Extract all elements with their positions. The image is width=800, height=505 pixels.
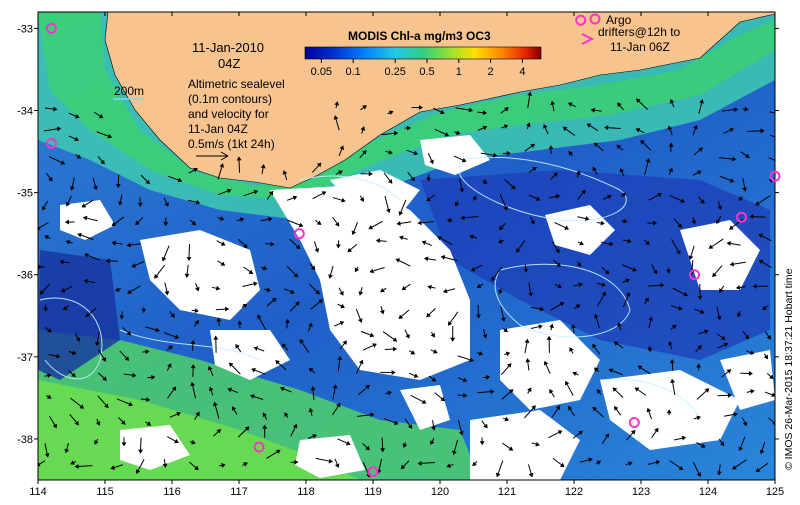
- lat-tick-label: -33: [17, 23, 33, 35]
- caption-line-1: Altimetric sealevel: [188, 77, 285, 91]
- lon-tick-label: 122: [565, 486, 583, 498]
- lon-tick-label: 118: [297, 486, 315, 498]
- isobath-label: 200m: [114, 84, 144, 98]
- credit-label: © IMOS 26-Mar-2015 18:37:21 Hobart time: [783, 268, 795, 470]
- lat-tick-label: -34: [17, 106, 33, 118]
- argo-legend-line-2: drifters@12h to: [598, 25, 681, 39]
- lon-tick-label: 117: [230, 486, 248, 498]
- legend-tick-label: 0.1: [346, 66, 361, 78]
- argo-legend-line-3: 11-Jan 06Z: [610, 40, 670, 54]
- legend-tick-label: 1: [456, 66, 462, 78]
- lon-tick-label: 121: [498, 486, 516, 498]
- caption-line-5: 0.5m/s (1kt 24h): [188, 137, 275, 151]
- caption-line-3: and velocity for: [188, 107, 269, 121]
- velocity-arrowhead: [776, 112, 779, 115]
- lon-tick-label: 119: [364, 486, 382, 498]
- lat-tick-label: -37: [17, 352, 33, 364]
- velocity-arrowhead: [778, 161, 781, 164]
- legend-tick-label: 0.25: [384, 66, 405, 78]
- legend-tick-label: 4: [519, 66, 525, 78]
- lat-tick-label: -38: [17, 434, 33, 446]
- lon-tick-label: 120: [431, 486, 449, 498]
- lat-tick-label: -35: [17, 188, 33, 200]
- legend-tick-label: 0.05: [311, 66, 332, 78]
- legend-colorbar: [305, 47, 541, 59]
- velocity-arrowhead: [780, 137, 783, 140]
- legend-tick-label: 2: [488, 66, 494, 78]
- time-label: 04Z: [218, 56, 240, 71]
- caption-line-2: (0.1m contours): [188, 92, 272, 106]
- lon-tick-label: 123: [632, 486, 650, 498]
- date-label: 11-Jan-2010: [192, 40, 264, 55]
- lon-tick-label: 114: [29, 486, 47, 498]
- lon-tick-label: 116: [163, 486, 181, 498]
- lon-tick-label: 125: [766, 486, 784, 498]
- legend-title: MODIS Chl-a mg/m3 OC3: [348, 29, 491, 43]
- caption-line-4: 11-Jan 04Z: [188, 122, 248, 136]
- lon-tick-label: 115: [96, 486, 114, 498]
- lat-tick-label: -36: [17, 270, 33, 282]
- legend-tick-label: 0.5: [419, 66, 434, 78]
- lon-tick-label: 124: [699, 486, 717, 498]
- map-plot-area: [37, 12, 783, 480]
